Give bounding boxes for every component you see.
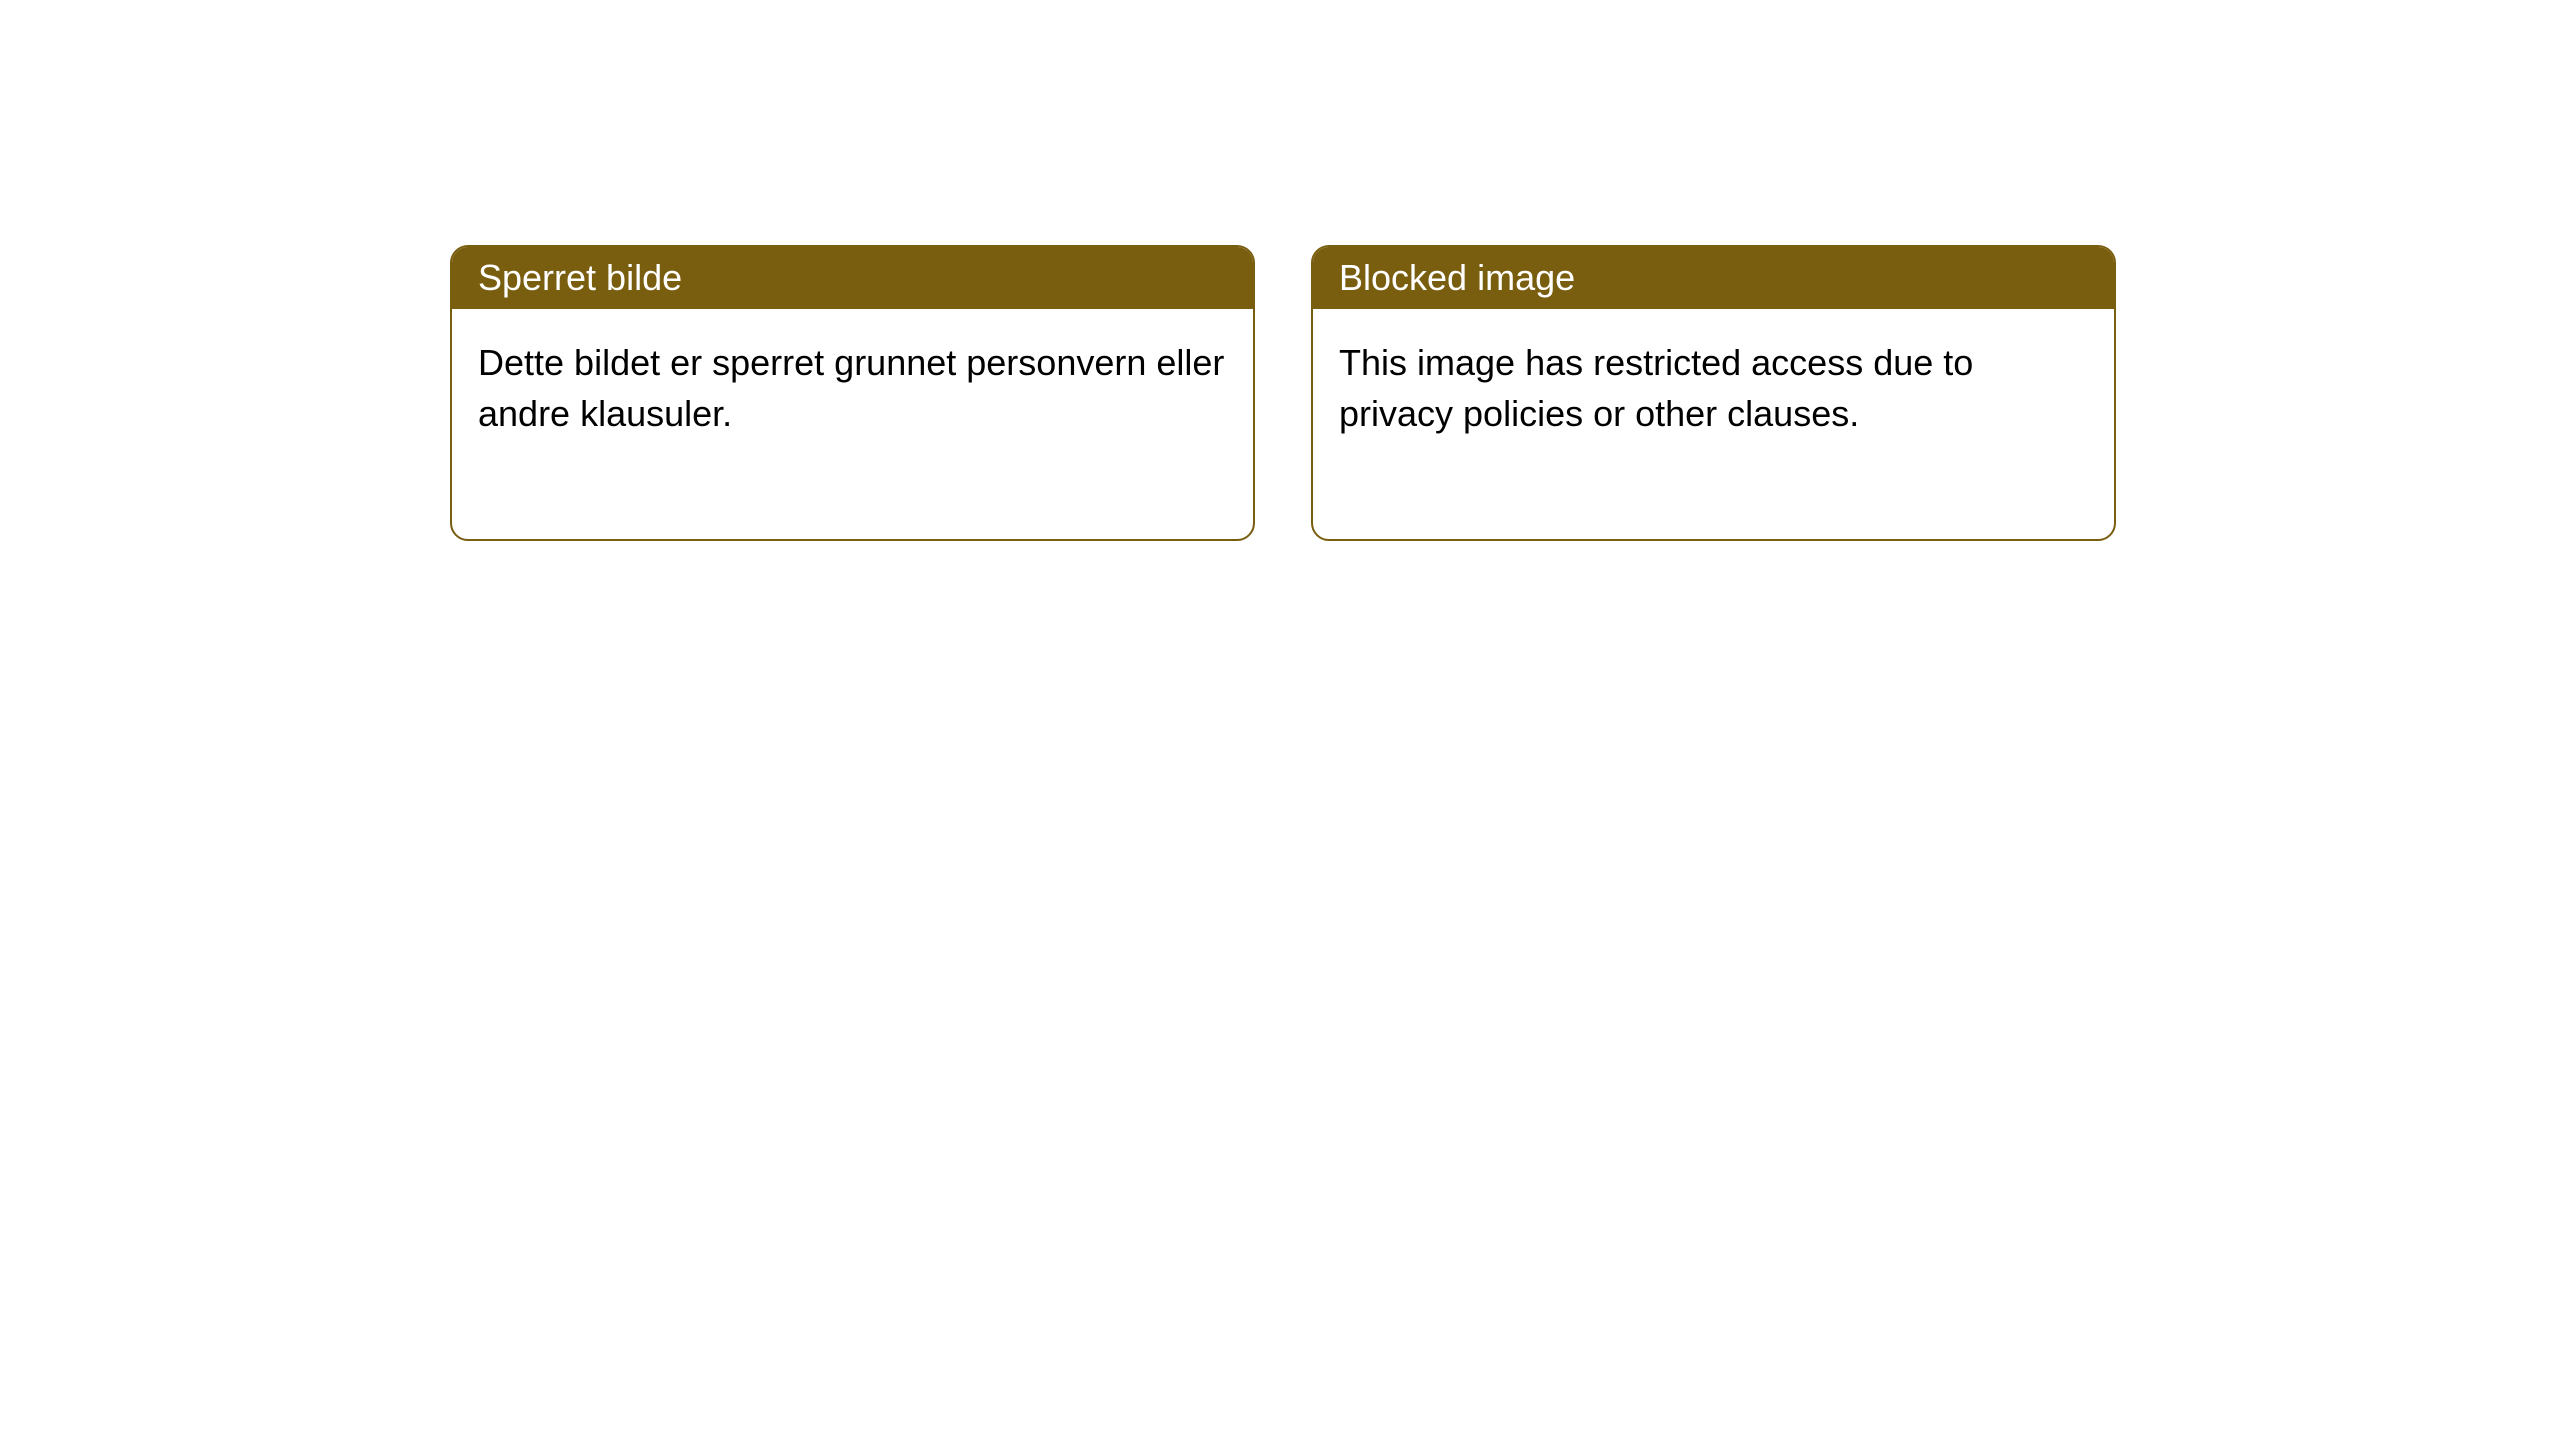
notice-header: Blocked image (1313, 247, 2114, 309)
notice-container: Sperret bilde Dette bildet er sperret gr… (0, 0, 2560, 541)
notice-card-english: Blocked image This image has restricted … (1311, 245, 2116, 541)
notice-card-norwegian: Sperret bilde Dette bildet er sperret gr… (450, 245, 1255, 541)
notice-body: This image has restricted access due to … (1313, 309, 2114, 539)
notice-header: Sperret bilde (452, 247, 1253, 309)
notice-body: Dette bildet er sperret grunnet personve… (452, 309, 1253, 539)
